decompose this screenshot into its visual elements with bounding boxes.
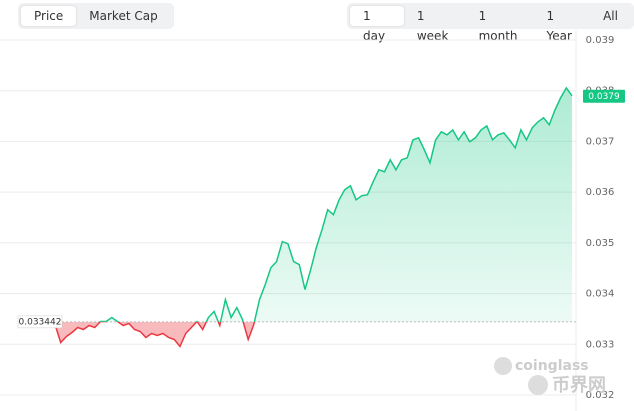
y-tick-label: 0.033: [586, 339, 615, 350]
y-tick-label: 0.039: [586, 35, 615, 46]
tab[interactable]: All: [603, 9, 618, 23]
y-tick-label: 0.034: [586, 289, 615, 300]
price-line: [54, 321, 256, 348]
area-down: [55, 321, 572, 347]
tab-group: 1 day 1 week 1 month 1 Year All: [347, 3, 634, 43]
watermark: coinglass: [515, 358, 589, 374]
watermark-icon: [528, 375, 548, 395]
tab[interactable]: Market Cap: [89, 9, 158, 23]
price-label-box: [583, 89, 625, 103]
y-tick-label: 0.035: [586, 238, 615, 249]
tab-group: Price Market Cap: [18, 3, 174, 29]
watermark-icon: [494, 357, 512, 375]
watermark: 币界网: [552, 375, 606, 396]
y-tick-label: 0.037: [586, 136, 615, 147]
tab[interactable]: 1 day: [350, 6, 404, 43]
y-tick-label: 0.036: [586, 187, 615, 198]
baseline-label: 0.033442: [19, 317, 62, 327]
baseline-label-box: [17, 315, 63, 329]
price-line: [99, 86, 573, 322]
area-up: [100, 87, 572, 322]
tab[interactable]: Price: [21, 6, 77, 26]
y-tick-label: 0.032: [586, 390, 615, 401]
price-label: 0.0379: [588, 92, 620, 102]
